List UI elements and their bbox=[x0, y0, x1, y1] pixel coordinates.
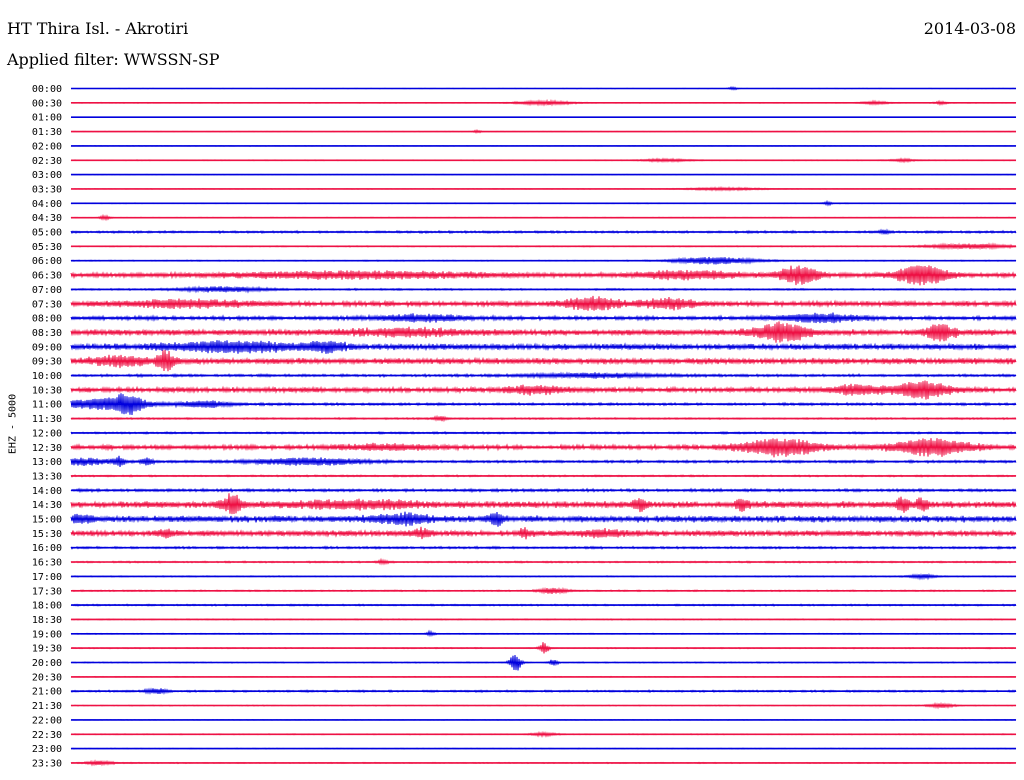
time-label-0930: 09:30 bbox=[32, 357, 62, 368]
time-label-2130: 21:30 bbox=[32, 701, 62, 712]
time-label-2330: 23:30 bbox=[32, 758, 62, 769]
time-label-1100: 11:00 bbox=[32, 400, 62, 411]
filter-line: Applied filter: WWSSN-SP bbox=[7, 51, 220, 69]
time-label-0330: 03:30 bbox=[32, 184, 62, 195]
time-label-0230: 02:30 bbox=[32, 156, 62, 167]
time-label-1030: 10:30 bbox=[32, 385, 62, 396]
filter-name: WWSSN-SP bbox=[123, 50, 220, 69]
time-label-1530: 15:30 bbox=[32, 529, 62, 540]
time-label-1500: 15:00 bbox=[32, 515, 62, 526]
time-label-0900: 09:00 bbox=[32, 342, 62, 353]
time-label-1800: 18:00 bbox=[32, 601, 62, 612]
time-label-0830: 08:30 bbox=[32, 328, 62, 339]
time-label-1630: 16:30 bbox=[32, 558, 62, 569]
filter-label: Applied filter: bbox=[7, 50, 119, 69]
time-label-0200: 02:00 bbox=[32, 141, 62, 152]
time-label-1430: 14:30 bbox=[32, 500, 62, 511]
time-label-2100: 21:00 bbox=[32, 687, 62, 698]
time-label-0730: 07:30 bbox=[32, 299, 62, 310]
time-label-1200: 12:00 bbox=[32, 428, 62, 439]
time-label-0700: 07:00 bbox=[32, 285, 62, 296]
time-label-1230: 12:30 bbox=[32, 443, 62, 454]
station-title: HT Thira Isl. - Akrotiri bbox=[7, 19, 189, 38]
time-label-1130: 11:30 bbox=[32, 414, 62, 425]
time-label-1930: 19:30 bbox=[32, 644, 62, 655]
time-label-0530: 05:30 bbox=[32, 242, 62, 253]
trace-layer bbox=[70, 86, 1017, 767]
time-label-1000: 10:00 bbox=[32, 371, 62, 382]
time-label-1400: 14:00 bbox=[32, 486, 62, 497]
time-label-0500: 05:00 bbox=[32, 228, 62, 239]
time-label-2000: 20:00 bbox=[32, 658, 62, 669]
time-label-1730: 17:30 bbox=[32, 586, 62, 597]
plot-date: 2014-03-08 bbox=[923, 19, 1016, 38]
time-label-0600: 06:00 bbox=[32, 256, 62, 267]
time-label-0430: 04:30 bbox=[32, 213, 62, 224]
time-label-1700: 17:00 bbox=[32, 572, 62, 583]
time-label-1330: 13:30 bbox=[32, 471, 62, 482]
time-label-2030: 20:30 bbox=[32, 672, 62, 683]
time-label-0800: 08:00 bbox=[32, 314, 62, 325]
time-label-0030: 00:30 bbox=[32, 98, 62, 109]
time-label-2230: 22:30 bbox=[32, 730, 62, 741]
trace-1430 bbox=[70, 493, 1017, 515]
time-label-1900: 19:00 bbox=[32, 629, 62, 640]
time-label-1830: 18:30 bbox=[32, 615, 62, 626]
time-label-0000: 00:00 bbox=[32, 84, 62, 95]
time-label-0630: 06:30 bbox=[32, 271, 62, 282]
time-label-0130: 01:30 bbox=[32, 127, 62, 138]
time-label-1600: 16:00 bbox=[32, 543, 62, 554]
time-label-2300: 23:00 bbox=[32, 744, 62, 755]
time-label-0400: 04:00 bbox=[32, 199, 62, 210]
time-label-2200: 22:00 bbox=[32, 715, 62, 726]
time-label-1300: 13:00 bbox=[32, 457, 62, 468]
time-label-0300: 03:00 bbox=[32, 170, 62, 181]
time-label-0100: 01:00 bbox=[32, 113, 62, 124]
time-label-layer: 00:00 00:30 01:00 01:30 02:00 02:30 03:00 03:30… bbox=[32, 84, 62, 769]
